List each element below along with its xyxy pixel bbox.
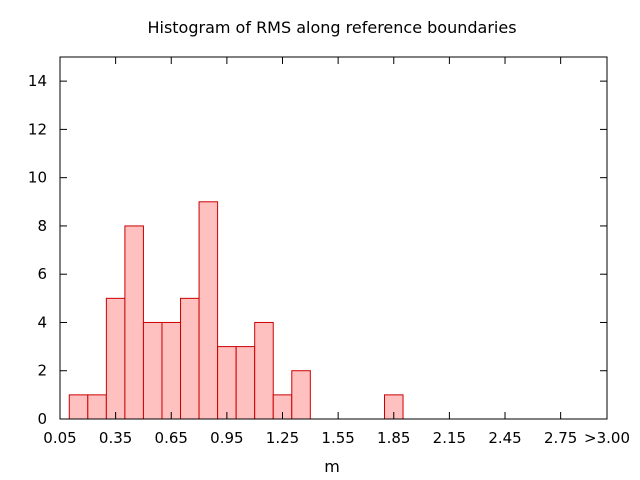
y-tick-label: 4 — [37, 313, 47, 331]
x-axis: 0.05 0.35 0.65 0.95 1.25 1.55 1.85 2.15 2.45 2.75… — [43, 57, 630, 447]
x-tick-label: 0.95 — [210, 429, 243, 447]
x-tick-label: 0.35 — [99, 429, 132, 447]
y-tick-label: 8 — [37, 217, 47, 235]
x-tick-label: 1.85 — [377, 429, 410, 447]
histogram-bar — [180, 297, 200, 420]
x-tick-label: 1.55 — [321, 429, 354, 447]
histogram-bar — [217, 346, 237, 420]
y-axis: 0 2 4 6 8 10 12 14 — [28, 72, 607, 428]
histogram-bar — [87, 394, 107, 420]
y-tick-label: 14 — [28, 72, 47, 90]
x-tick-label: >3.00 — [584, 429, 630, 447]
x-tick-label: 1.25 — [266, 429, 299, 447]
x-tick-label: 2.75 — [544, 429, 577, 447]
histogram-bar — [235, 346, 256, 420]
histogram-bar — [105, 297, 126, 420]
y-tick-label: 6 — [37, 265, 47, 283]
histogram-bar — [124, 225, 144, 420]
y-tick-label: 0 — [37, 410, 47, 428]
x-tick-label: 2.45 — [488, 429, 521, 447]
y-tick-label: 2 — [37, 362, 47, 380]
histogram-bar — [68, 394, 89, 420]
chart-title: Histogram of RMS along reference boundar… — [147, 18, 516, 37]
y-tick-label: 10 — [28, 169, 47, 187]
bars-group — [68, 201, 404, 420]
plot-frame — [59, 56, 608, 420]
x-tick-label: 2.15 — [433, 429, 466, 447]
histogram-bar — [291, 370, 311, 420]
x-tick-label: 0.65 — [155, 429, 188, 447]
histogram-bar — [254, 321, 274, 420]
y-tick-label: 12 — [28, 120, 47, 138]
x-tick-label: 0.05 — [43, 429, 76, 447]
histogram-bar — [161, 321, 182, 420]
histogram-bar — [198, 201, 219, 420]
histogram-bar — [142, 321, 163, 420]
x-axis-label: m — [324, 457, 340, 476]
